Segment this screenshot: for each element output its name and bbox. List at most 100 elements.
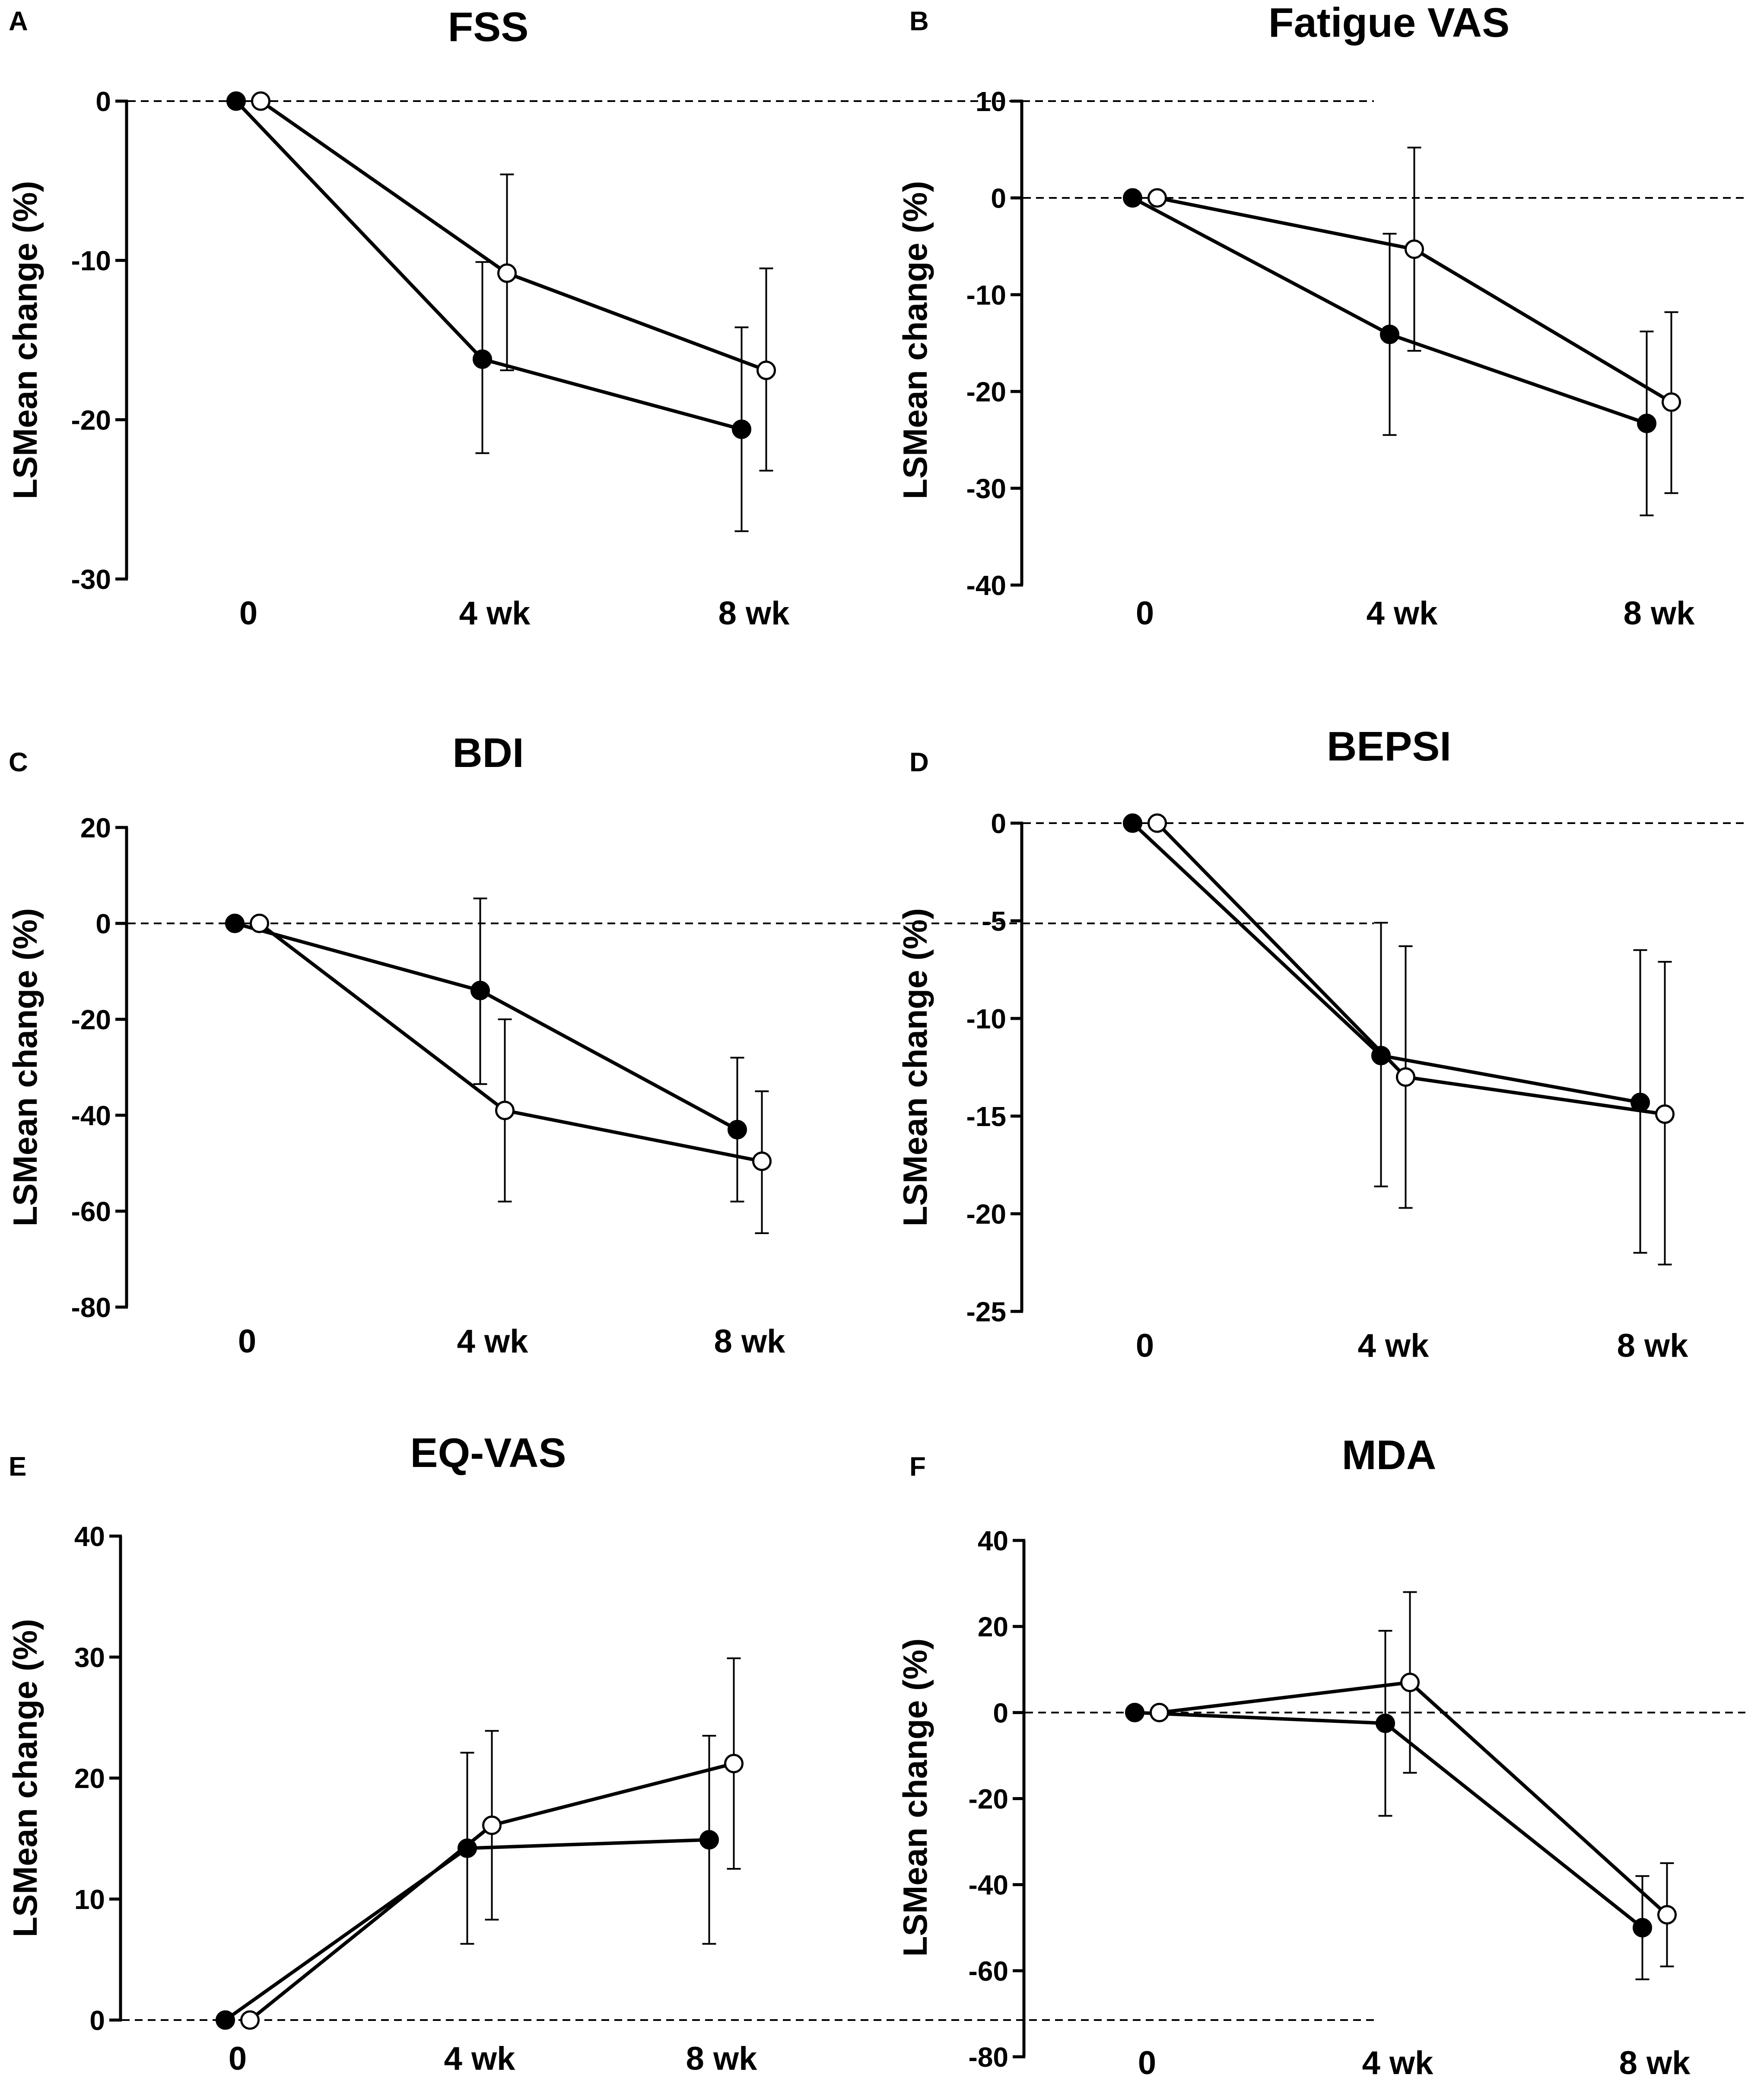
data-point-filled <box>732 419 751 439</box>
data-point-open <box>1400 1673 1420 1693</box>
x-tick-label: 0 <box>1136 1327 1154 1364</box>
y-tick-label: -60 <box>969 1956 1009 1987</box>
x-tick-label: 0 <box>229 2040 247 2077</box>
y-tick-label: -10 <box>966 280 1007 311</box>
data-point-open <box>724 1753 744 1773</box>
y-tick-label: 10 <box>976 86 1006 117</box>
x-tick-label: 4 wk <box>444 2040 515 2077</box>
data-point-open <box>1396 1067 1415 1087</box>
series-filled <box>216 1735 719 2030</box>
chart-title: EQ-VAS <box>410 1430 566 1476</box>
panel-d: D BEPSI LSMean change (%) 0 -5 -10 -15 -20 -25 0 4… <box>896 723 1745 1364</box>
x-tick-label: 0 <box>1138 2045 1156 2081</box>
y-tick-label: -40 <box>969 1870 1009 1901</box>
data-point-filled <box>1637 414 1656 433</box>
series-open <box>251 91 776 472</box>
y-tick-label: -25 <box>966 1296 1007 1327</box>
y-tick-label: -80 <box>71 1292 111 1323</box>
x-tick-label: 8 wk <box>1619 2045 1691 2081</box>
y-tick-label: -20 <box>71 1004 111 1035</box>
x-tick-label: 0 <box>239 595 257 632</box>
data-point-filled <box>1376 1713 1395 1733</box>
data-point-open <box>240 2010 260 2030</box>
data-point-filled <box>699 1830 719 1850</box>
y-tick-label: 0 <box>991 183 1006 214</box>
data-point-open <box>756 360 776 380</box>
y-tick-label: -15 <box>966 1101 1007 1132</box>
data-point-open <box>1657 1905 1677 1925</box>
panel-label: E <box>9 1452 26 1482</box>
x-tick-label: 8 wk <box>1617 1327 1688 1364</box>
panel-b: B Fatigue VAS LSMean change (%) 10 0 -10 -20 -3… <box>896 0 1745 632</box>
data-point-open <box>495 1101 515 1120</box>
x-tick-label: 4 wk <box>1358 1327 1429 1364</box>
data-point-filled <box>1123 813 1142 833</box>
series-open <box>250 913 772 1234</box>
y-axis-label: LSMean change (%) <box>896 908 934 1227</box>
chart-title: BDI <box>452 730 524 776</box>
data-point-filled <box>1380 325 1399 344</box>
panel-label: A <box>9 6 28 36</box>
series-filled <box>225 897 747 1203</box>
y-tick-label: 0 <box>991 808 1006 839</box>
data-point-open <box>250 913 269 933</box>
y-tick-label: -10 <box>71 245 111 277</box>
data-point-open <box>251 91 270 111</box>
data-point-filled <box>216 2010 235 2030</box>
x-tick-label: 4 wk <box>457 1323 528 1360</box>
series-filled <box>1123 188 1656 516</box>
panel-f: F MDA LSMean change (%) 40 20 0 -20 -40 -60 -80 0 4… <box>896 1432 1745 2081</box>
data-point-open <box>1405 239 1424 259</box>
y-tick-label: 20 <box>80 812 111 843</box>
data-point-filled <box>458 1838 477 1858</box>
data-point-open <box>1655 1104 1675 1124</box>
data-point-open <box>1662 392 1681 412</box>
data-point-filled <box>1371 1046 1391 1066</box>
series-filled <box>1123 813 1650 1254</box>
y-tick-label: 30 <box>74 1642 105 1673</box>
series-open <box>240 1657 744 2030</box>
y-tick-label: 40 <box>978 1525 1008 1556</box>
y-axis-label: LSMean change (%) <box>6 1619 44 1938</box>
panel-label: D <box>909 748 929 777</box>
x-tick-label: 8 wk <box>1624 595 1695 632</box>
y-axis-label: LSMean change (%) <box>6 908 44 1227</box>
y-tick-label: -20 <box>969 1784 1009 1815</box>
data-point-filled <box>1125 1702 1144 1722</box>
y-tick-label: 0 <box>95 86 111 117</box>
chart-title: FSS <box>448 4 529 50</box>
panel-label: B <box>909 6 929 36</box>
data-point-open <box>752 1152 772 1171</box>
data-point-open <box>1150 1702 1169 1722</box>
data-point-open <box>482 1815 502 1835</box>
x-tick-label: 8 wk <box>714 1323 785 1360</box>
y-tick-label: -10 <box>966 1003 1007 1034</box>
panel-label: F <box>909 1452 926 1482</box>
panel-c: C BDI LSMean change (%) 20 0 -20 -40 -60 -80 0 4 w… <box>6 730 1374 1360</box>
y-tick-label: 0 <box>993 1697 1008 1728</box>
panel-e: E EQ-VAS LSMean change (%) 40 30 20 10 0 0 4 wk 8 … <box>6 1430 1374 2077</box>
data-point-filled <box>1123 188 1142 208</box>
y-tick-label: -30 <box>966 473 1007 504</box>
y-tick-label: -20 <box>966 1199 1007 1230</box>
x-tick-label: 0 <box>1136 595 1154 632</box>
series-open <box>1147 146 1681 494</box>
y-tick-label: 40 <box>74 1521 105 1552</box>
data-point-open <box>497 263 517 283</box>
series-filled <box>1125 1630 1652 1980</box>
data-point-open <box>1147 813 1167 833</box>
data-point-filled <box>226 91 246 111</box>
y-tick-label: 0 <box>89 2005 105 2036</box>
y-tick-label: 0 <box>95 908 111 939</box>
panel-label: C <box>9 748 28 777</box>
chart-title: MDA <box>1342 1432 1437 1478</box>
y-tick-label: -80 <box>969 2042 1009 2073</box>
data-point-filled <box>473 349 492 369</box>
x-tick-label: 8 wk <box>686 2040 757 2077</box>
y-tick-label: 20 <box>978 1611 1008 1642</box>
x-tick-label: 4 wk <box>1362 2045 1433 2081</box>
data-point-open <box>1147 188 1167 208</box>
chart-title: BEPSI <box>1327 723 1451 770</box>
